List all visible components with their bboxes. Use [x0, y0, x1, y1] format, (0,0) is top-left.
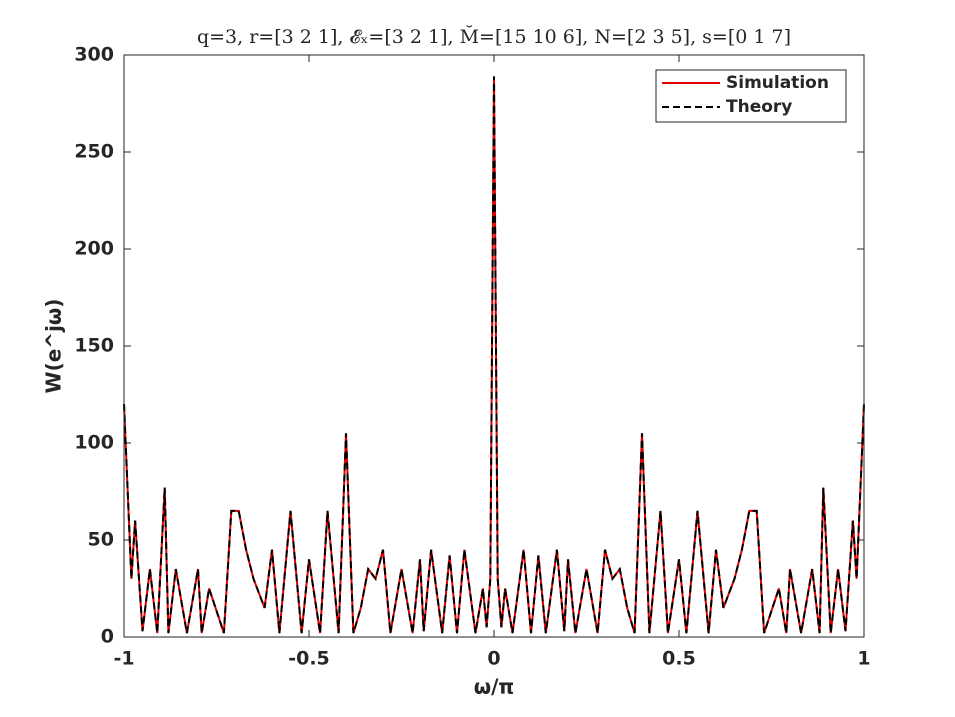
x-tick-label: -1 [113, 648, 134, 670]
chart-title: q=3, r=[3 2 1], 𝓔ₓ=[3 2 1], M̆=[15 10 6]… [197, 26, 791, 48]
x-tick-label: 0.5 [662, 648, 696, 670]
y-tick-label: 200 [74, 238, 114, 260]
series-line [123, 76, 865, 634]
y-tick-label: 150 [74, 335, 114, 357]
x-axis-label: ω/π [474, 675, 515, 699]
x-tick-label: 0 [487, 648, 500, 670]
y-tick-label: 300 [74, 44, 114, 66]
axes-box [123, 54, 865, 638]
x-tick-label: 1 [857, 648, 870, 670]
legend-label: Theory [726, 97, 792, 117]
y-tick-label: 100 [74, 432, 114, 454]
y-tick-label: 0 [101, 626, 114, 648]
x-tick-label: -0.5 [288, 648, 330, 670]
y-axis-label: W(e^jω) [42, 299, 66, 394]
legend-label: Simulation [726, 73, 829, 93]
legend-box [655, 69, 847, 123]
y-tick-label: 50 [88, 529, 114, 551]
y-tick-label: 250 [74, 141, 114, 163]
